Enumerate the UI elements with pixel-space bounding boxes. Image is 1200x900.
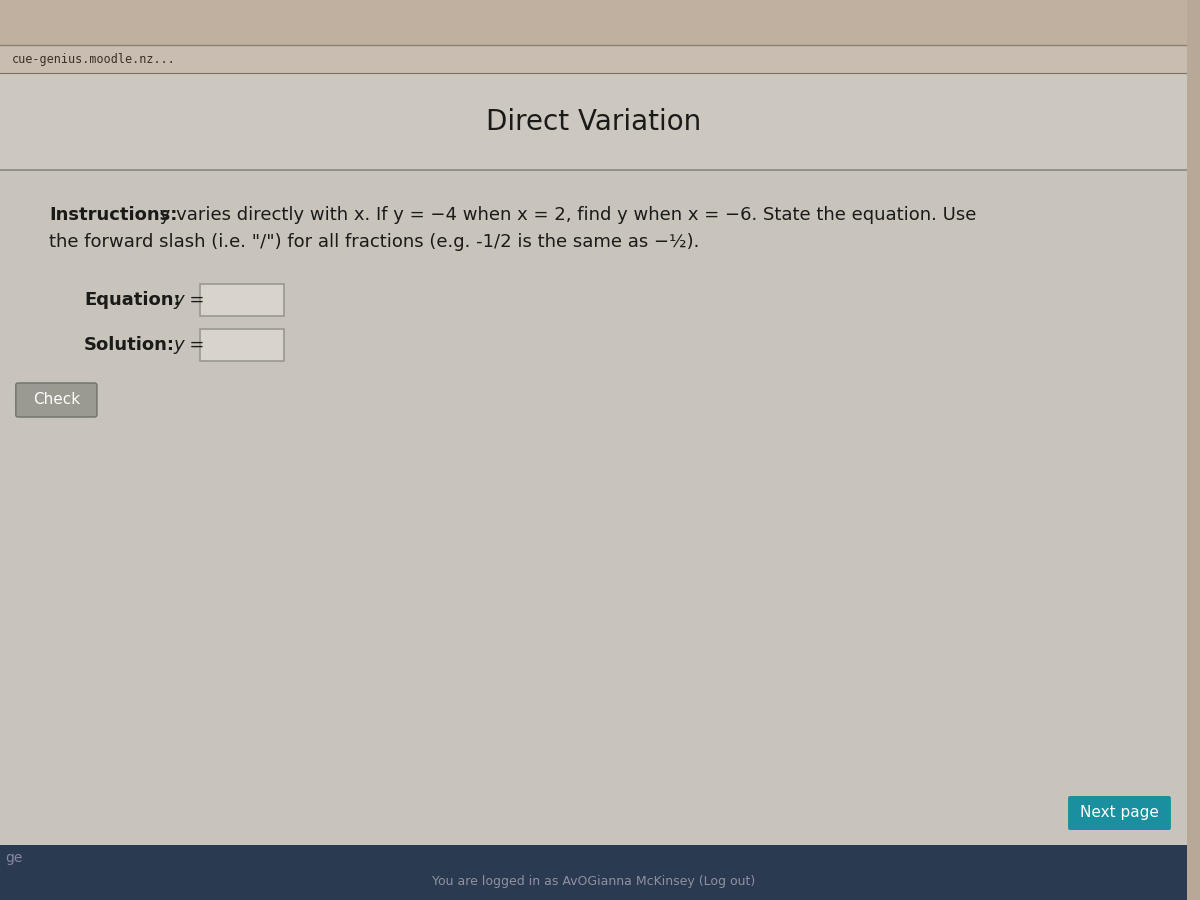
Text: cue-genius.moodle.nz...: cue-genius.moodle.nz...: [12, 52, 175, 66]
Text: Instructions:: Instructions:: [49, 206, 178, 224]
FancyBboxPatch shape: [199, 284, 284, 316]
Text: Check: Check: [32, 392, 80, 408]
Text: Direct Variation: Direct Variation: [486, 108, 701, 136]
Text: ge: ge: [5, 851, 23, 865]
FancyBboxPatch shape: [0, 0, 1187, 45]
FancyBboxPatch shape: [199, 329, 284, 361]
Text: y varies directly with x. If y = −4 when x = 2, find y when x = −6. State the eq: y varies directly with x. If y = −4 when…: [155, 206, 977, 224]
FancyBboxPatch shape: [1068, 796, 1171, 830]
Text: Next page: Next page: [1080, 806, 1159, 821]
Text: the forward slash (i.e. "/") for all fractions (e.g. -1/2 is the same as −½).: the forward slash (i.e. "/") for all fra…: [49, 233, 700, 251]
FancyBboxPatch shape: [0, 45, 1187, 73]
FancyBboxPatch shape: [16, 383, 97, 417]
FancyBboxPatch shape: [0, 73, 1187, 845]
FancyBboxPatch shape: [0, 73, 1187, 170]
Text: y =: y =: [173, 336, 204, 354]
Text: y =: y =: [173, 291, 204, 309]
FancyBboxPatch shape: [0, 845, 1187, 900]
Text: Solution:: Solution:: [84, 336, 175, 354]
Text: You are logged in as AvOGianna McKinsey (Log out): You are logged in as AvOGianna McKinsey …: [432, 876, 755, 888]
Text: Equation:: Equation:: [84, 291, 181, 309]
